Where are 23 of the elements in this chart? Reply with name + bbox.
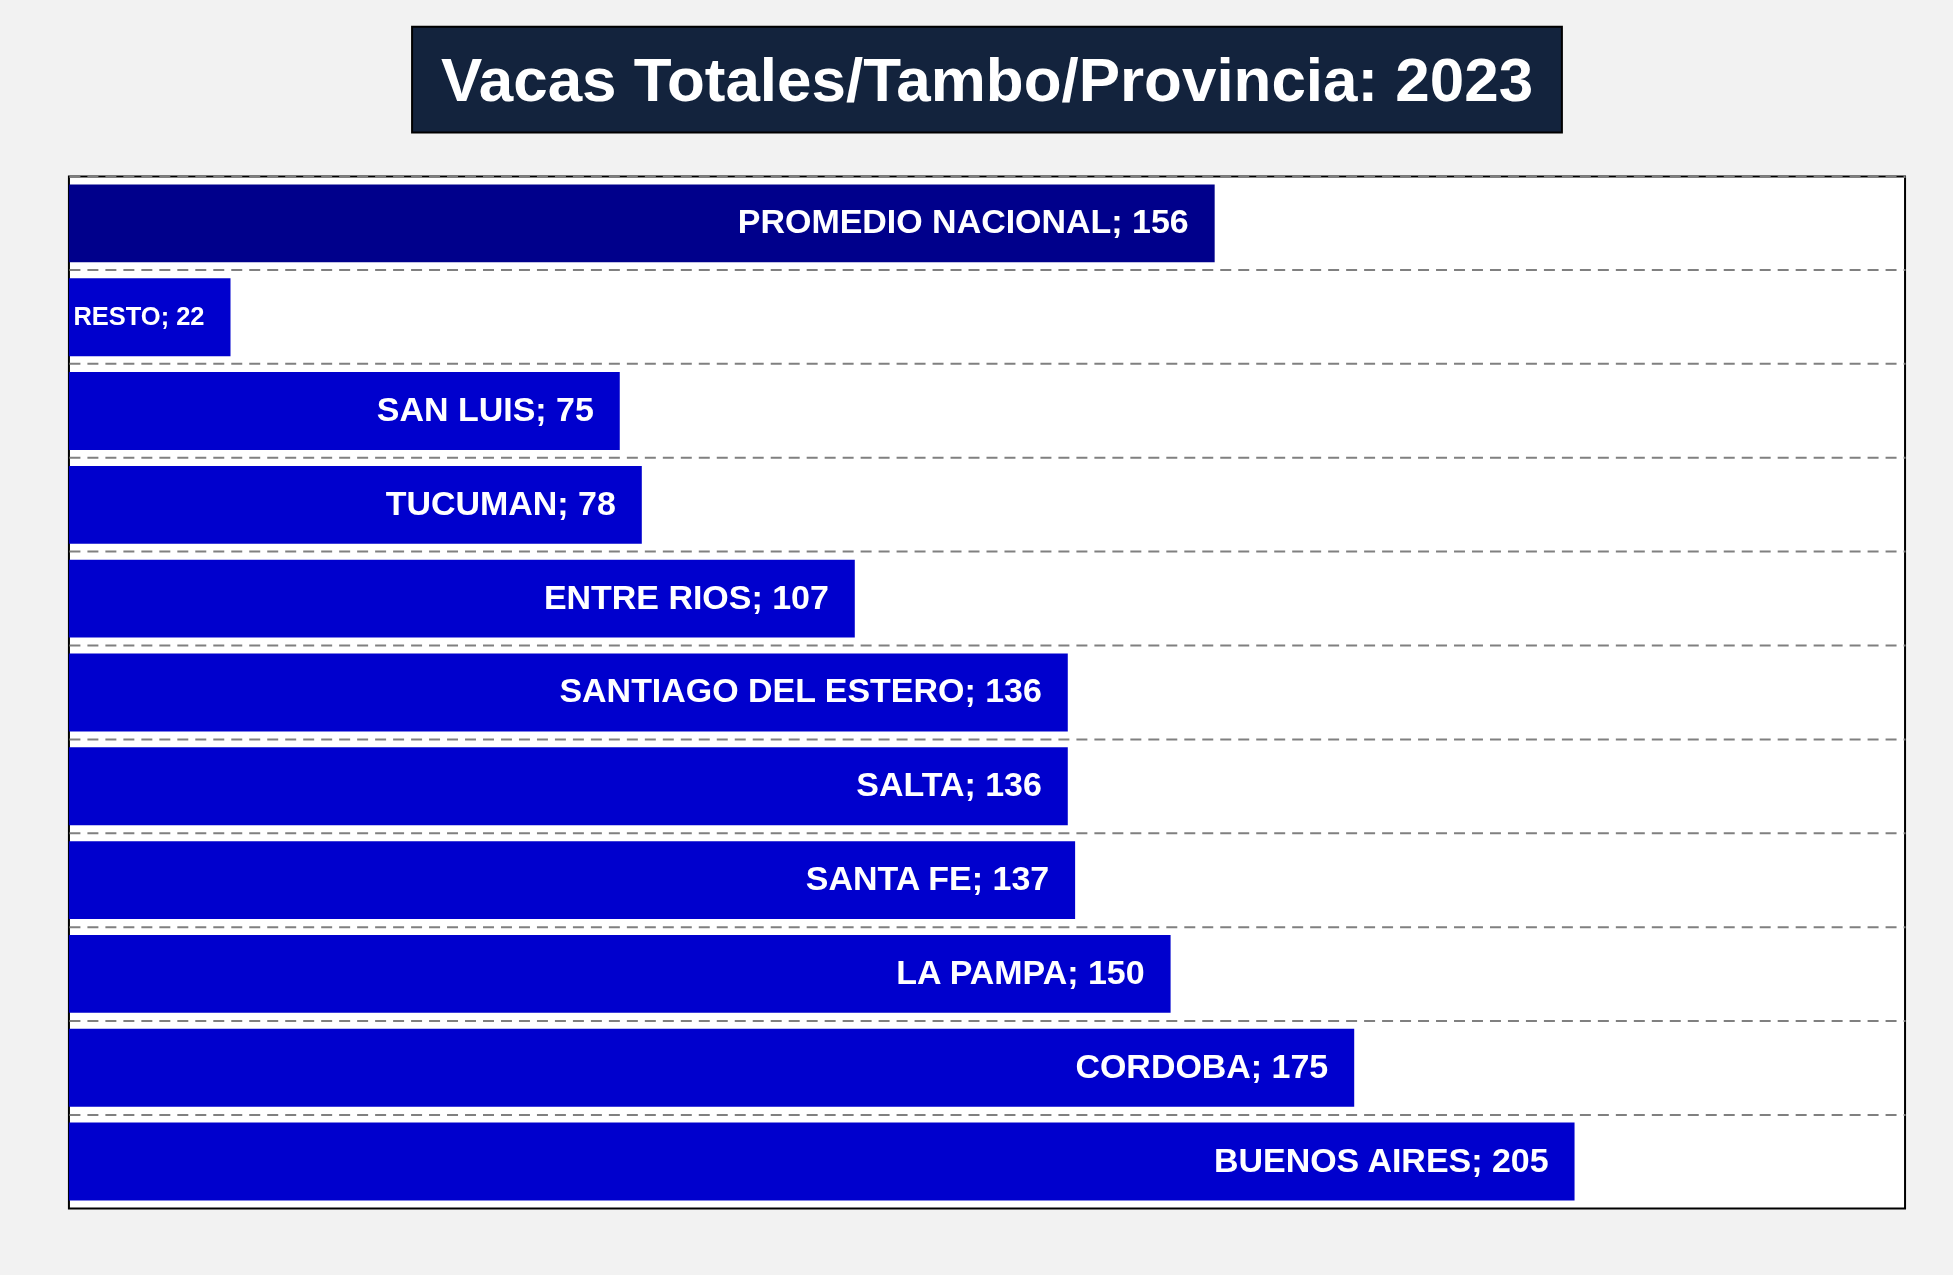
bar — [68, 184, 1215, 263]
data-label: BUENOS AIRES; 205 — [1213, 1140, 1549, 1179]
data-label: ENTRE RIOS; 107 — [543, 577, 829, 616]
chart-title: Vacas Totales/Tambo/Provincia: 2023 — [440, 44, 1534, 114]
bar — [68, 841, 1076, 919]
bar — [68, 1122, 1575, 1201]
data-label: RESTO; 22 — [73, 302, 205, 331]
bar — [68, 747, 1068, 826]
bar — [68, 559, 855, 638]
bar — [68, 372, 620, 450]
bar — [68, 465, 642, 544]
data-label: SALTA; 136 — [856, 765, 1042, 804]
bar — [68, 278, 231, 357]
bar — [68, 934, 1171, 1013]
bar — [68, 653, 1068, 732]
bar — [68, 1028, 1355, 1107]
data-label: SANTA FE; 137 — [805, 859, 1050, 898]
data-label: LA PAMPA; 150 — [896, 952, 1145, 991]
data-label: PROMEDIO NACIONAL; 156 — [737, 202, 1189, 241]
data-label: SANTIAGO DEL ESTERO; 136 — [559, 671, 1042, 710]
data-label: CORDOBA; 175 — [1075, 1046, 1329, 1085]
data-label: SAN LUIS; 75 — [376, 390, 594, 428]
data-label: TUCUMAN; 78 — [385, 483, 616, 522]
